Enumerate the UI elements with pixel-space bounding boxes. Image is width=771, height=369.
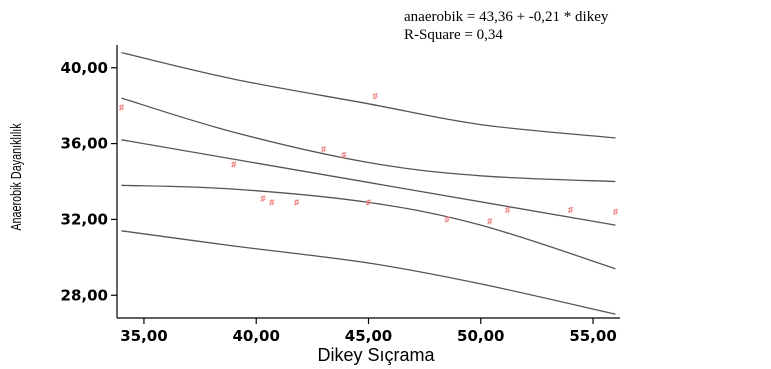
regression-bands [121,51,616,315]
regression-equation: anaerobik = 43,36 + -0,21 * dikey [404,9,609,25]
upper-confidence-line [121,97,616,183]
y-axis-label: Anaerobik Dayanıklılık [7,123,24,231]
axes [116,45,620,319]
lower-prediction-line [121,230,616,315]
data-point [118,104,125,111]
data-point [372,93,378,100]
data-point [444,216,450,223]
data-point [567,206,574,213]
upper-prediction-line [121,51,616,139]
y-tick-label: 36,00 [61,135,108,153]
x-tick-label: 45,00 [345,327,392,345]
r-square-label: R-Square = 0,34 [404,27,503,43]
data-point [505,206,511,213]
y-tick-label: 32,00 [61,210,108,228]
fit-line-line [121,139,616,226]
x-tick-label: 40,00 [232,327,279,345]
x-tick-label: 50,00 [457,327,504,345]
x-tick-label: 55,00 [569,327,616,345]
data-point [365,199,372,206]
data-point [293,199,300,206]
x-tick-label: 35,00 [120,327,167,345]
data-point [341,151,347,159]
data-point [320,146,327,153]
data-point [612,208,619,215]
data-point [269,199,275,206]
annotation-box: anaerobik = 43,36 + -0,21 * dikey R-Squa… [404,9,609,43]
x-axis-ticks: 35,00 40,00 45,00 50,00 55,00 [120,318,617,345]
data-point [231,161,237,168]
lower-confidence-line [121,184,616,270]
x-axis-label: Dikey Sıçrama [317,345,435,365]
data-points [118,93,619,225]
y-tick-label: 28,00 [61,286,108,304]
y-axis-ticks: 28,00 32,00 36,00 40,00 [61,59,117,304]
data-point [487,218,493,225]
y-tick-label: 40,00 [61,59,108,77]
data-point [260,195,266,202]
